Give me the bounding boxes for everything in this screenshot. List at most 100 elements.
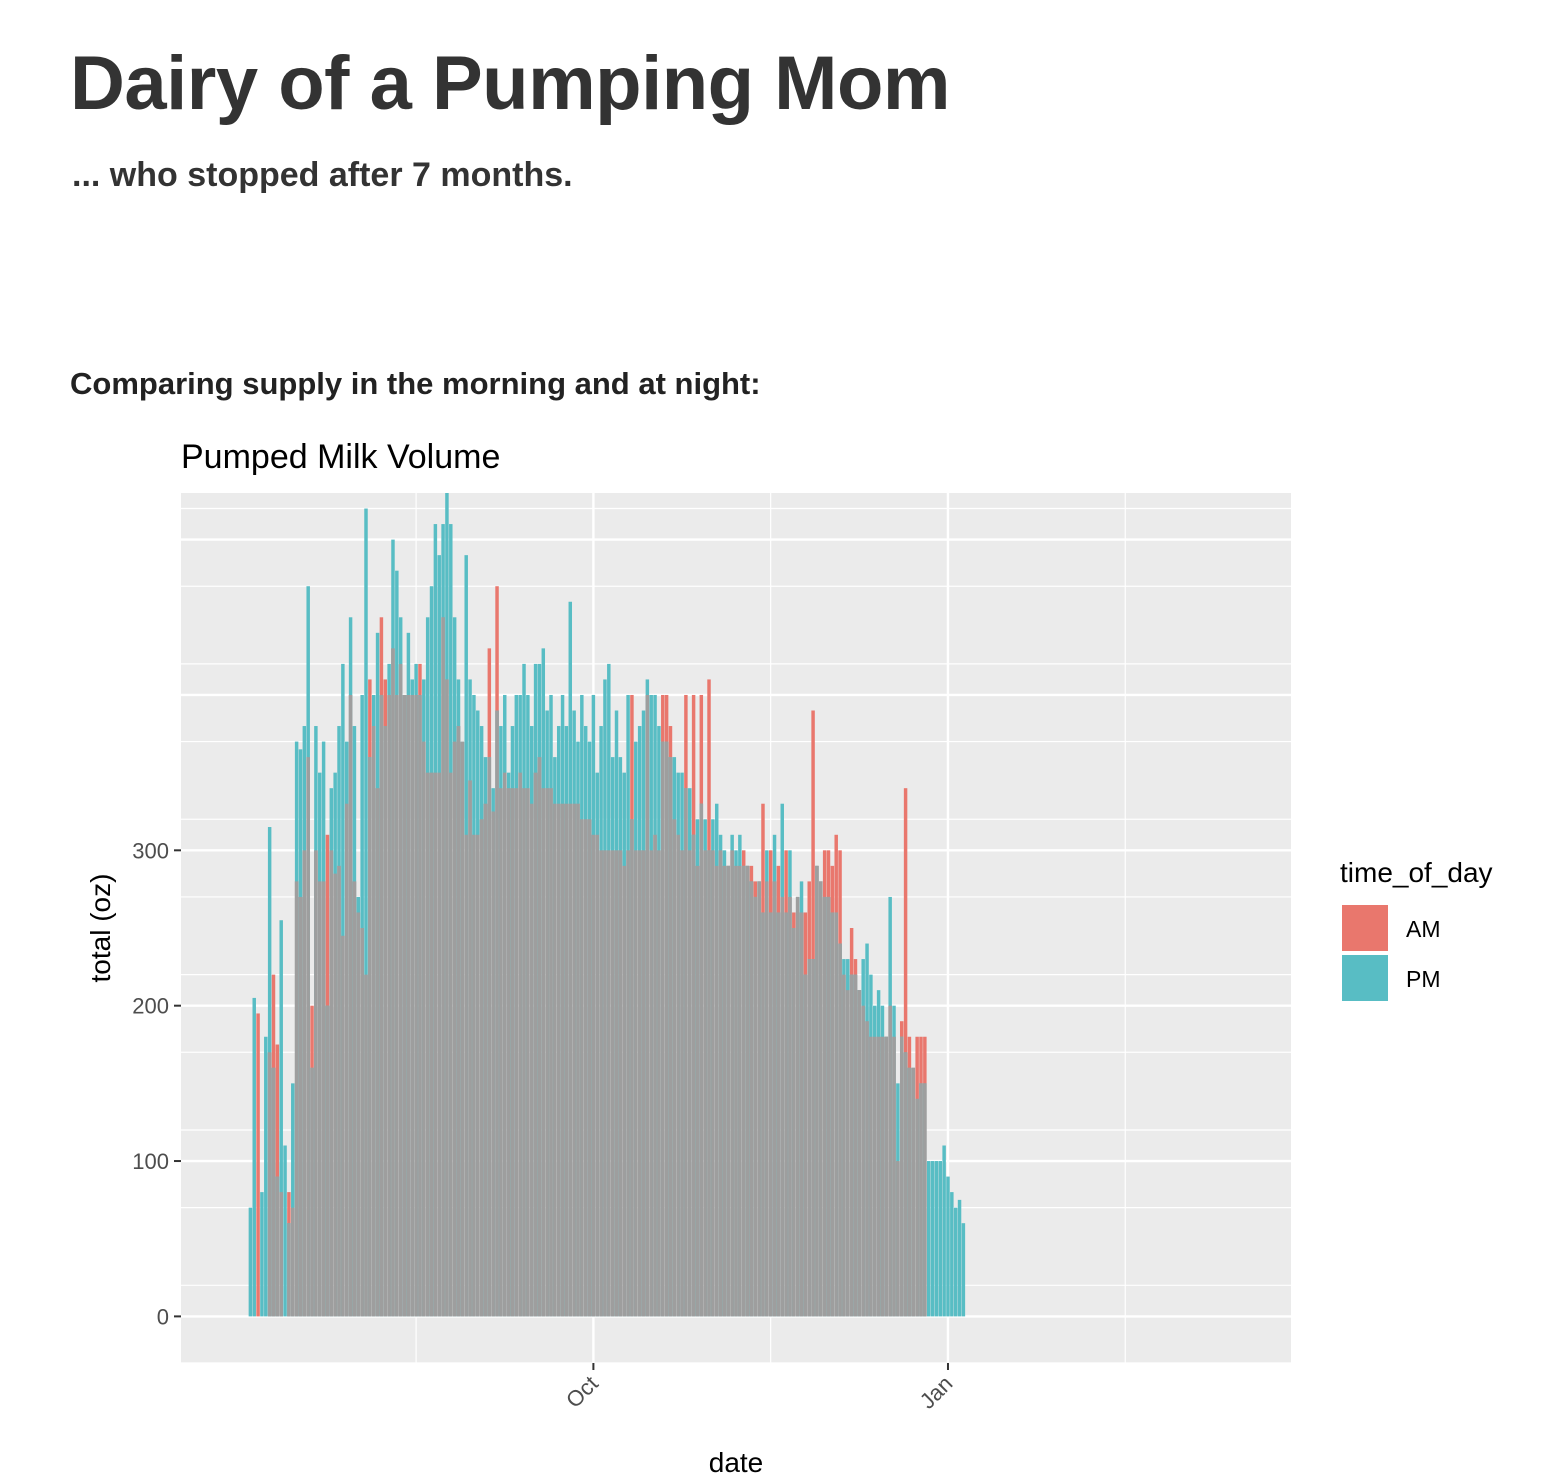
bar-overlap: [688, 850, 692, 1317]
bar-overlap: [772, 881, 777, 1317]
bar-overlap: [896, 1161, 900, 1317]
bar-overlap: [738, 865, 742, 1317]
bar-overlap: [522, 788, 526, 1317]
bar-overlap: [422, 741, 426, 1317]
bar-pm: [291, 1083, 295, 1317]
bar-overlap: [572, 803, 576, 1317]
bar-overlap: [826, 896, 831, 1317]
legend-title: time_of_day: [1340, 857, 1493, 888]
bar-overlap: [356, 912, 361, 1317]
bar-pm: [248, 1207, 253, 1317]
bar-pm: [260, 1192, 264, 1317]
bar-overlap: [707, 850, 711, 1317]
bar-overlap: [618, 850, 623, 1317]
bar-overlap: [395, 694, 399, 1317]
bar-overlap: [321, 881, 326, 1317]
bar-overlap: [271, 1067, 276, 1317]
bar-overlap: [857, 990, 862, 1317]
bar-overlap: [899, 1036, 904, 1317]
bar-overlap: [433, 772, 438, 1317]
bar-overlap: [379, 694, 384, 1317]
bar-overlap: [468, 780, 472, 1317]
section-intro: Comparing supply in the morning and at n…: [70, 366, 761, 401]
bar-overlap: [452, 741, 457, 1317]
bar-overlap: [849, 974, 854, 1317]
bar-overlap: [645, 694, 650, 1317]
bar-overlap: [491, 811, 495, 1317]
y-axis: 0 100 200 300: [132, 838, 181, 1329]
bar-overlap: [318, 881, 322, 1317]
bar-overlap: [537, 757, 542, 1317]
bar-overlap: [834, 912, 838, 1317]
bar-overlap: [788, 896, 792, 1317]
bar-overlap: [553, 803, 557, 1317]
bar-overlap: [533, 772, 538, 1317]
bar-overlap: [348, 694, 353, 1317]
bar-overlap: [564, 803, 569, 1317]
bar-overlap: [368, 757, 372, 1317]
bar-overlap: [595, 834, 599, 1317]
bar-overlap: [741, 865, 746, 1317]
bar-overlap: [529, 803, 534, 1317]
bar-pm: [961, 1223, 966, 1317]
bar-overlap: [869, 1036, 873, 1317]
bar-overlap: [803, 974, 808, 1317]
bar-overlap: [703, 850, 707, 1317]
bar-overlap: [780, 896, 784, 1317]
bar-overlap: [310, 1067, 314, 1317]
bar-pm: [934, 1161, 939, 1317]
bar-overlap: [691, 834, 696, 1317]
bar-overlap: [445, 679, 449, 1317]
bar-overlap: [341, 935, 345, 1317]
bar-overlap: [287, 1223, 291, 1317]
bar-overlap: [599, 850, 603, 1317]
bar-overlap: [483, 803, 488, 1317]
bar-overlap: [610, 850, 615, 1317]
bar-overlap: [583, 819, 588, 1317]
bar-overlap: [749, 881, 754, 1317]
bar-overlap: [637, 850, 642, 1317]
bar-overlap: [325, 1005, 330, 1317]
bar-overlap: [641, 850, 646, 1317]
bar-overlap: [888, 1005, 892, 1317]
bar-overlap: [861, 1005, 865, 1317]
bar-overlap: [726, 865, 731, 1317]
bar-overlap: [911, 1067, 916, 1317]
bar-overlap: [487, 757, 492, 1317]
bar-overlap: [614, 850, 619, 1317]
bar-overlap: [807, 959, 811, 1317]
y-tick-label: 200: [132, 994, 169, 1019]
bar-overlap: [437, 772, 441, 1317]
bar-overlap: [344, 803, 349, 1317]
bar-overlap: [853, 974, 858, 1317]
bar-overlap: [676, 834, 680, 1317]
bar-overlap: [456, 726, 461, 1317]
bar-overlap: [792, 928, 796, 1317]
bar-overlap: [711, 850, 715, 1317]
bar-pm: [957, 1199, 962, 1317]
bar-overlap: [603, 850, 607, 1317]
bar-overlap: [630, 819, 634, 1317]
bar-overlap: [526, 788, 530, 1317]
bar-overlap: [865, 1021, 869, 1317]
bar-overlap: [830, 912, 835, 1317]
bar-overlap: [634, 850, 638, 1317]
bar-overlap: [364, 974, 368, 1317]
x-axis: Oct Jan: [561, 1363, 958, 1414]
bar-overlap: [560, 803, 565, 1317]
bar-overlap: [510, 788, 515, 1317]
bar-overlap: [306, 757, 310, 1317]
bar-overlap: [387, 694, 391, 1317]
bar-overlap: [815, 865, 819, 1317]
bar-overlap: [329, 850, 334, 1317]
bar-overlap: [279, 1192, 283, 1317]
bar-overlap: [472, 834, 476, 1317]
page-subtitle: ... who stopped after 7 months.: [72, 156, 573, 194]
bar-overlap: [884, 1036, 889, 1317]
bar-pm: [252, 997, 256, 1317]
bar-overlap: [784, 912, 788, 1317]
chart-title: Pumped Milk Volume: [181, 438, 500, 476]
bar-overlap: [556, 803, 561, 1317]
bar-am: [256, 1013, 260, 1317]
